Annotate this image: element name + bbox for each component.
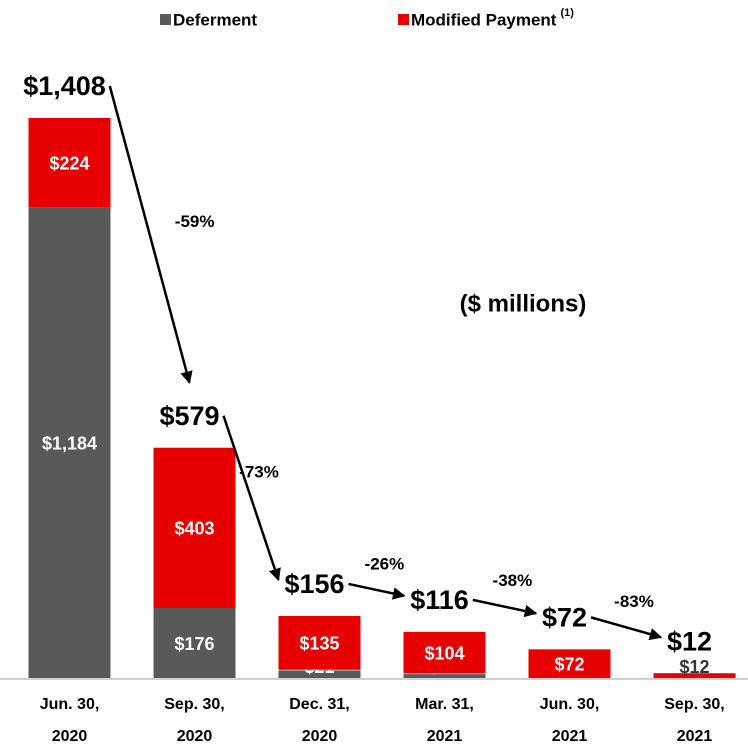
x-tick-label: Sep. 30,: [664, 696, 724, 713]
segment-label: $176: [174, 634, 214, 654]
change-arrow: [472, 598, 538, 618]
legend-swatch: [398, 14, 409, 25]
x-tick-label: Jun. 30,: [40, 696, 100, 713]
change-arrow: [348, 582, 406, 600]
bar-segment: [28, 207, 111, 678]
x-tick-label: 2021: [552, 728, 588, 745]
legend-label: Deferment: [173, 10, 257, 29]
legend-label: Modified Payment: [411, 10, 557, 29]
segment-label: $1,184: [42, 433, 97, 453]
total-label: $12: [667, 626, 712, 656]
change-arrow: [590, 616, 663, 641]
total-label: $156: [284, 569, 344, 599]
total-label: $1,408: [23, 71, 106, 101]
change-arrow: [108, 85, 193, 384]
segment-label: $72: [554, 654, 584, 674]
x-tick-label: Jun. 30,: [540, 696, 600, 713]
bar-segment: [278, 669, 361, 678]
x-tick-label: 2020: [302, 728, 338, 745]
x-tick-label: Mar. 31,: [415, 696, 474, 713]
x-tick-label: 2021: [677, 728, 713, 745]
segment-label: $135: [299, 634, 339, 654]
segment-label: $12: [679, 657, 709, 677]
change-label: -59%: [175, 212, 215, 231]
change-label: -83%: [614, 592, 654, 611]
subtitle: ($ millions): [460, 290, 587, 317]
bar-segment: [28, 118, 111, 208]
segment-label: $224: [49, 153, 89, 173]
x-tick-label: 2020: [177, 728, 213, 745]
bar-segment: [153, 447, 236, 608]
x-tick-label: Sep. 30,: [164, 696, 224, 713]
bar-segment: [153, 608, 236, 678]
bar-segment: [653, 673, 736, 678]
segment-label: $403: [174, 519, 214, 539]
bar-segment: [528, 649, 611, 678]
x-tick-label: 2021: [427, 728, 463, 745]
change-label: -26%: [365, 554, 405, 573]
x-tick-label: 2020: [52, 728, 88, 745]
bar-segment: [278, 615, 361, 670]
legend-superscript: (1): [560, 7, 574, 19]
change-label: -73%: [239, 462, 279, 481]
change-arrow: [222, 415, 281, 582]
total-label: $72: [542, 602, 587, 632]
total-label: $579: [159, 401, 219, 431]
bar-segment: [403, 631, 486, 674]
change-label: -38%: [493, 571, 533, 590]
x-tick-label: Dec. 31,: [289, 696, 349, 713]
total-label: $116: [410, 585, 469, 615]
legend-swatch: [160, 14, 171, 25]
segment-label: $104: [424, 643, 464, 663]
bar-segment: [403, 673, 486, 678]
